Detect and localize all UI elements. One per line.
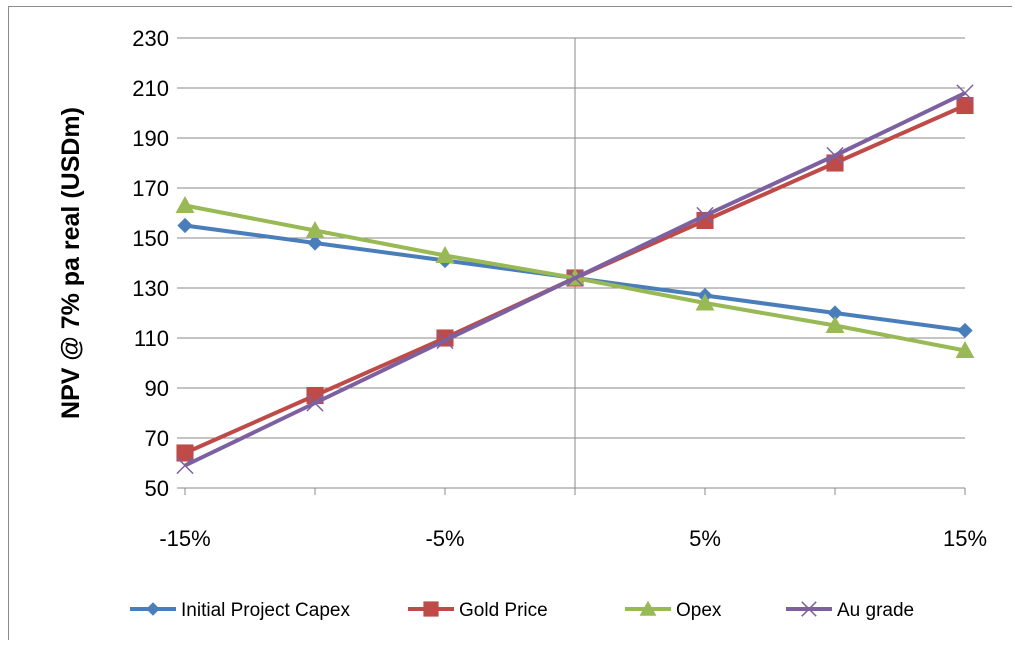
chart-frame — [8, 6, 1012, 640]
legend-label: Opex — [676, 600, 722, 621]
x-tick-label: -5% — [425, 526, 464, 551]
legend: Initial Project Capex Gold Price Opex Au gr… — [130, 600, 914, 621]
data-point — [696, 206, 714, 225]
y-tick-label: 190 — [132, 126, 169, 151]
data-point — [307, 235, 323, 251]
legend-marker — [423, 601, 439, 617]
legend-label: Au grade — [837, 600, 914, 621]
y-tick-label: 90 — [145, 376, 169, 401]
legend-item: Opex — [625, 600, 722, 621]
y-tick-label: 170 — [132, 176, 169, 201]
data-point — [175, 196, 195, 214]
data-point — [566, 269, 584, 287]
x-marker-stroke — [176, 456, 194, 475]
x-tick-label: 5% — [689, 526, 721, 551]
legend-item: Initial Project Capex — [130, 600, 350, 621]
data-point — [955, 341, 975, 359]
data-point — [825, 316, 845, 334]
legend-item: Gold Price — [408, 600, 548, 621]
axes — [184, 38, 966, 495]
y-tick-label: 50 — [145, 476, 169, 501]
y-tick-label: 70 — [145, 426, 169, 451]
y-axis-label: NPV @ 7% pa real (USDm) — [57, 107, 85, 419]
data-point — [956, 84, 974, 102]
x-tick-label: 15% — [943, 526, 987, 551]
y-tick-labels: 50 70 90 110 130 150 170 190 210 230 — [132, 26, 169, 501]
legend-item: Au grade — [786, 600, 914, 621]
y-tick-label: 130 — [132, 276, 169, 301]
x-marker-stroke — [826, 146, 844, 165]
legend-label: Initial Project Capex — [181, 600, 350, 621]
x-tick-labels: -15% -5% 5% 15% — [159, 526, 987, 551]
x-marker-stroke — [956, 84, 974, 102]
data-point — [957, 322, 973, 339]
data-point — [306, 394, 324, 412]
y-tick-label: 110 — [134, 326, 169, 351]
y-tick-label: 230 — [132, 26, 169, 51]
x-marker-stroke — [696, 206, 714, 225]
x-marker-stroke — [306, 394, 324, 412]
data-point — [956, 96, 974, 115]
x-marker-stroke — [436, 331, 454, 350]
data-point — [177, 217, 193, 234]
legend-marker — [801, 601, 817, 617]
gridlines — [177, 37, 965, 489]
x-tick-label: -15% — [159, 526, 210, 551]
x-marker-stroke — [801, 601, 817, 617]
data-point — [305, 221, 325, 239]
legend-marker — [639, 600, 657, 616]
data-point — [695, 293, 715, 311]
data-point — [176, 456, 194, 475]
legend-marker — [146, 602, 160, 616]
series-au-grade — [176, 84, 974, 475]
data-point — [435, 246, 455, 264]
data-point — [176, 444, 194, 462]
data-point — [827, 305, 843, 321]
series-lines — [175, 84, 975, 475]
y-tick-label: 150 — [132, 226, 169, 251]
x-marker-stroke — [566, 269, 584, 287]
legend-label: Gold Price — [459, 600, 548, 621]
y-tick-label: 210 — [132, 76, 169, 101]
data-point — [826, 146, 844, 165]
data-point — [436, 331, 454, 350]
